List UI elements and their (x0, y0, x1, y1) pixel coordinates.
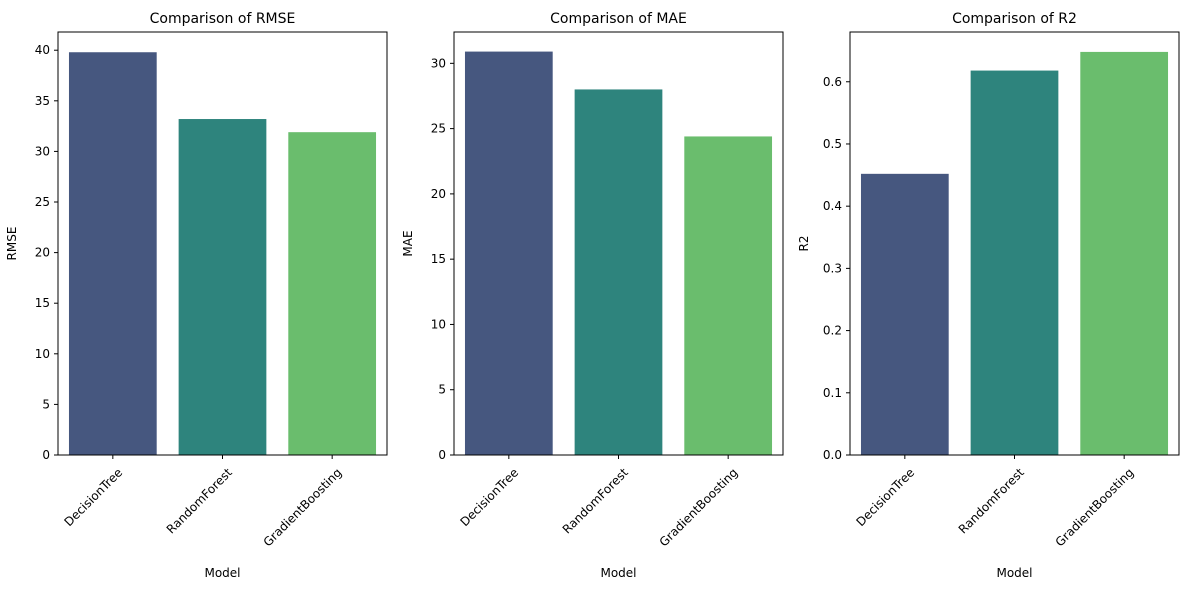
chart-panel-1: 0 5 10 15 20 25 30 35 40 DecisionTree RandomForest… (5, 11, 388, 580)
chart-title: Comparison of R2 (952, 11, 1077, 27)
y-tick-label: 0 (42, 448, 50, 462)
y-tick-label: 20 (431, 187, 446, 201)
x-tick-label: RandomForest (560, 465, 631, 536)
y-tick-label: 10 (431, 317, 446, 331)
bar-decisiontree (68, 52, 157, 456)
y-tick-label: 40 (35, 43, 50, 57)
y-tick-label: 5 (438, 383, 446, 397)
y-tick-label: 0.6 (823, 75, 842, 89)
x-tick-label: GradientBoosting (261, 465, 345, 549)
x-tick-label: RandomForest (164, 465, 235, 536)
chart-panel-3: 0.0 0.1 0.2 0.3 0.4 0.5 0.6 DecisionTree RandomF… (797, 11, 1180, 580)
y-tick-label: 0.5 (823, 137, 842, 151)
y-axis-label: R2 (797, 236, 811, 252)
y-tick-label: 0.1 (823, 386, 842, 400)
bar-randomforest (574, 89, 663, 455)
bar-gradientboosting (288, 132, 377, 455)
bar-decisiontree (464, 51, 553, 455)
y-tick-label: 35 (35, 94, 50, 108)
y-tick-label: 0.3 (823, 261, 842, 275)
y-tick-label: 5 (42, 397, 50, 411)
y-tick-label: 15 (35, 296, 50, 310)
x-tick-label: DecisionTree (853, 465, 917, 529)
chart-panel-2: 0 5 10 15 20 25 30 DecisionTree RandomForest Grad… (401, 11, 784, 580)
y-tick-label: 0.0 (823, 448, 842, 462)
y-tick-label: 0.2 (823, 324, 842, 338)
chart-title: Comparison of MAE (550, 11, 687, 27)
bar-decisiontree (860, 173, 949, 455)
bar-gradientboosting (1080, 51, 1169, 455)
y-tick-label: 25 (431, 122, 446, 136)
y-axis-label: MAE (401, 230, 415, 256)
y-tick-label: 0.4 (823, 199, 842, 213)
y-tick-label: 30 (35, 144, 50, 158)
bar-randomforest (970, 70, 1059, 455)
chart-title: Comparison of RMSE (150, 11, 296, 27)
x-tick-label: RandomForest (956, 465, 1027, 536)
x-axis-label: Model (600, 566, 636, 580)
x-tick-label: DecisionTree (457, 465, 521, 529)
bar-gradientboosting (684, 136, 773, 455)
y-axis-label: RMSE (5, 227, 19, 261)
x-tick-label: GradientBoosting (657, 465, 741, 549)
x-tick-label: GradientBoosting (1053, 465, 1137, 549)
y-tick-label: 10 (35, 347, 50, 361)
x-tick-label: DecisionTree (61, 465, 125, 529)
y-tick-label: 15 (431, 252, 446, 266)
y-tick-label: 20 (35, 246, 50, 260)
y-tick-label: 30 (431, 56, 446, 70)
y-tick-label: 0 (438, 448, 446, 462)
x-axis-label: Model (204, 566, 240, 580)
y-tick-label: 25 (35, 195, 50, 209)
bar-randomforest (178, 119, 267, 455)
x-axis-label: Model (996, 566, 1032, 580)
